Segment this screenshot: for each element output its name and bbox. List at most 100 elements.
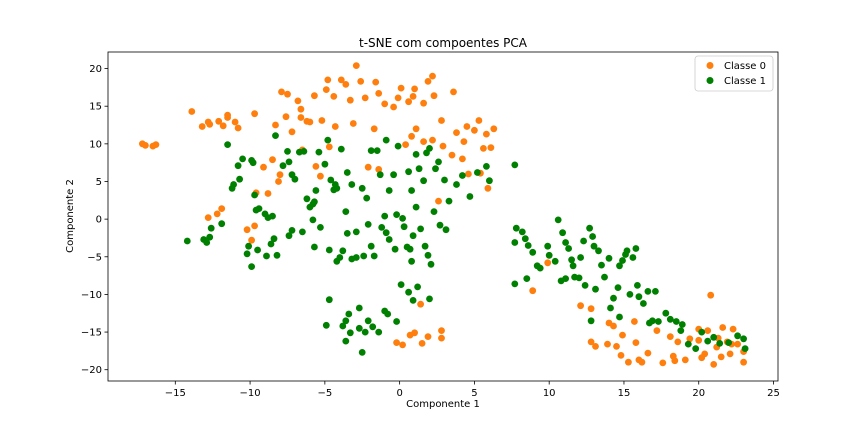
point-classe-0-106	[631, 318, 638, 325]
point-classe-0-22	[322, 86, 330, 93]
point-classe-1-175	[635, 293, 643, 301]
point-classe-1-183	[672, 318, 680, 325]
legend-box	[694, 55, 774, 92]
point-classe-1-97	[378, 224, 386, 231]
point-classe-1-185	[684, 340, 692, 348]
point-classe-0-93	[544, 259, 552, 267]
point-classe-1-11	[224, 141, 232, 149]
point-classe-1-114	[430, 208, 438, 216]
point-classe-1-54	[394, 142, 402, 150]
point-classe-1-107	[408, 257, 415, 265]
point-classe-1-161	[590, 242, 598, 250]
point-classe-0-88	[243, 226, 251, 234]
point-classe-0-98	[592, 343, 599, 350]
point-classe-1-83	[299, 228, 306, 236]
point-classe-1-158	[580, 237, 587, 245]
y-tick-label: 10	[89, 139, 102, 150]
point-classe-0-144	[438, 334, 445, 342]
point-classe-1-69	[474, 169, 481, 176]
point-classe-0-104	[619, 331, 626, 339]
point-classe-1-176	[640, 300, 647, 307]
point-classe-1-190	[716, 340, 724, 347]
point-classe-1-25	[291, 175, 299, 183]
x-axis-label: Componente 1	[406, 399, 480, 410]
point-classe-1-201	[587, 317, 595, 325]
scatter-points	[139, 62, 749, 368]
y-tick-label: 0	[96, 215, 102, 226]
point-classe-0-59	[439, 142, 447, 150]
point-classe-1-108	[409, 232, 417, 240]
point-classe-0-80	[465, 170, 472, 178]
point-classe-0-16	[284, 90, 291, 98]
point-classe-0-38	[409, 93, 417, 100]
point-classe-1-126	[364, 317, 372, 325]
point-classe-1-174	[632, 245, 640, 252]
point-classe-0-78	[375, 166, 383, 173]
point-classe-0-50	[306, 118, 314, 126]
point-classe-0-82	[484, 184, 492, 192]
point-classe-1-23	[285, 158, 293, 166]
point-classe-1-194	[741, 345, 749, 352]
point-classe-0-119	[695, 336, 703, 344]
point-classe-0-3	[152, 141, 160, 149]
point-classe-1-149	[554, 216, 562, 224]
point-classe-1-44	[348, 181, 356, 188]
point-classe-0-112	[659, 359, 667, 367]
point-classe-1-21	[279, 162, 287, 170]
point-classe-0-135	[740, 358, 747, 366]
point-classe-1-104	[400, 223, 408, 231]
point-classe-1-184	[678, 321, 686, 328]
point-classe-1-39	[333, 184, 341, 192]
point-classe-1-75	[248, 263, 256, 270]
point-classe-1-166	[610, 294, 617, 302]
point-classe-1-5	[218, 220, 226, 228]
point-classe-0-125	[710, 361, 718, 368]
point-classe-1-168	[616, 262, 623, 270]
point-classe-1-71	[486, 177, 493, 185]
point-classe-1-76	[254, 246, 261, 254]
point-classe-0-123	[704, 327, 712, 334]
point-classe-1-179	[652, 288, 659, 295]
point-classe-0-6	[215, 117, 223, 125]
point-classe-1-204	[551, 257, 559, 265]
point-classe-1-61	[426, 145, 433, 152]
point-classe-1-49	[373, 147, 381, 155]
point-classe-1-74	[243, 250, 251, 258]
point-classe-0-89	[248, 236, 256, 244]
point-classe-1-13	[249, 159, 257, 167]
point-classe-1-81	[285, 232, 293, 240]
point-classe-0-10	[234, 124, 242, 132]
point-classe-1-7	[230, 181, 238, 188]
point-classe-1-62	[432, 165, 439, 173]
point-classe-0-48	[288, 128, 296, 136]
x-tick-label: 10	[543, 388, 556, 399]
point-classe-0-137	[393, 339, 400, 346]
point-classe-1-138	[342, 337, 350, 345]
point-classe-0-37	[405, 98, 412, 106]
point-classe-1-195	[592, 285, 599, 293]
point-classe-1-167	[614, 284, 622, 291]
point-classe-0-124	[707, 291, 715, 299]
point-classe-0-34	[390, 103, 397, 111]
point-classe-1-53	[390, 171, 397, 179]
point-classe-0-138	[399, 341, 406, 349]
point-classe-1-59	[420, 177, 427, 185]
point-classe-1-127	[369, 323, 377, 331]
point-classe-1-160	[589, 233, 596, 240]
point-classe-1-141	[518, 228, 526, 236]
x-tick-label: −5	[317, 388, 332, 399]
point-classe-0-20	[311, 92, 318, 100]
x-tick-label: −10	[240, 388, 261, 399]
point-classe-1-187	[698, 328, 706, 336]
point-classe-1-122	[346, 329, 354, 337]
point-classe-1-186	[692, 345, 700, 352]
point-classe-1-101	[391, 245, 399, 253]
point-classe-0-14	[251, 110, 258, 118]
point-classe-1-67	[459, 172, 466, 179]
point-classe-1-156	[575, 274, 583, 282]
point-classe-1-65	[445, 197, 453, 205]
point-classe-1-157	[577, 254, 584, 261]
point-classe-1-78	[267, 240, 275, 248]
point-classe-1-181	[662, 309, 670, 317]
point-classe-1-182	[666, 315, 674, 323]
